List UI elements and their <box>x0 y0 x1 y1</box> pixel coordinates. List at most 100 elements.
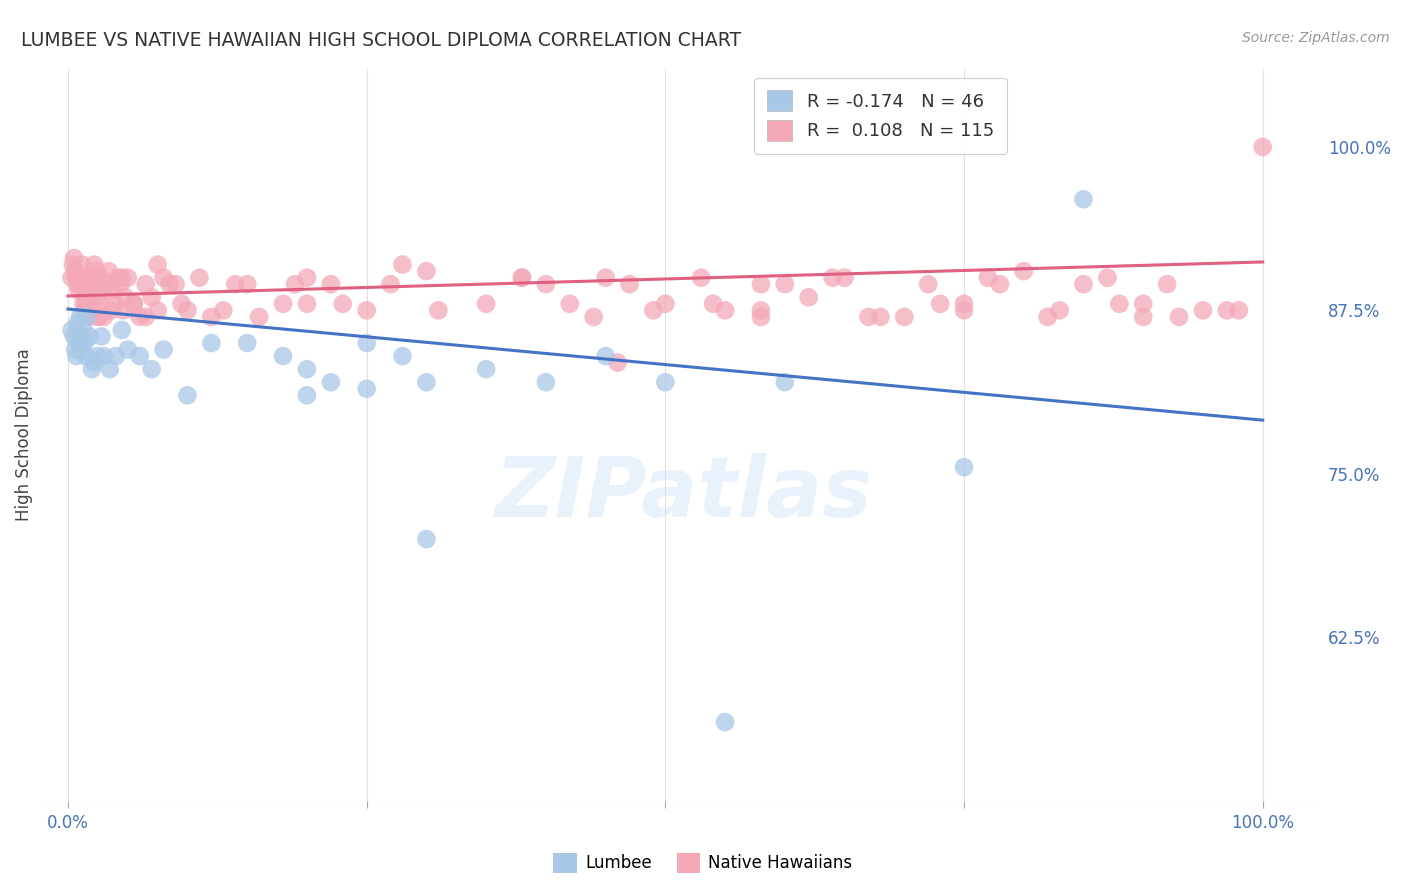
Point <box>284 277 307 292</box>
Point <box>1192 303 1215 318</box>
Point <box>90 329 112 343</box>
Point <box>595 349 617 363</box>
Point <box>332 297 354 311</box>
Point <box>69 310 91 324</box>
Point <box>821 270 844 285</box>
Point <box>977 270 1000 285</box>
Point <box>200 310 222 324</box>
Point <box>165 277 187 292</box>
Point <box>749 310 772 324</box>
Point <box>114 290 136 304</box>
Point <box>176 388 198 402</box>
Point <box>87 290 110 304</box>
Point <box>619 277 641 292</box>
Point <box>117 343 139 357</box>
Point <box>80 297 103 311</box>
Point <box>65 270 87 285</box>
Point <box>1216 303 1239 318</box>
Point <box>1156 277 1178 292</box>
Point <box>170 297 193 311</box>
Point <box>176 303 198 318</box>
Point <box>100 303 122 318</box>
Point <box>953 303 976 318</box>
Point <box>141 290 163 304</box>
Point <box>893 310 915 324</box>
Point <box>97 264 120 278</box>
Point <box>111 323 134 337</box>
Point <box>295 270 318 285</box>
Point <box>146 303 169 318</box>
Point <box>111 303 134 318</box>
Point <box>128 349 150 363</box>
Point <box>73 303 96 318</box>
Point <box>797 290 820 304</box>
Point <box>90 297 112 311</box>
Point <box>63 343 86 357</box>
Point <box>62 258 84 272</box>
Point <box>988 277 1011 292</box>
Point <box>1132 310 1154 324</box>
Point <box>510 270 533 285</box>
Text: ZIPatlas: ZIPatlas <box>495 452 872 533</box>
Point <box>93 310 115 324</box>
Point <box>356 382 378 396</box>
Point <box>104 349 127 363</box>
Point <box>70 277 93 292</box>
Legend: Lumbee, Native Hawaiians: Lumbee, Native Hawaiians <box>547 847 859 880</box>
Point <box>66 317 89 331</box>
Point <box>953 297 976 311</box>
Point <box>1097 270 1119 285</box>
Point <box>77 284 100 298</box>
Point <box>1049 303 1071 318</box>
Point <box>63 264 86 278</box>
Point <box>73 336 96 351</box>
Point <box>510 270 533 285</box>
Point <box>146 258 169 272</box>
Point <box>929 297 952 311</box>
Point <box>606 356 628 370</box>
Point <box>475 297 498 311</box>
Point <box>66 277 89 292</box>
Point <box>749 303 772 318</box>
Point <box>98 277 121 292</box>
Point <box>319 277 342 292</box>
Point <box>1108 297 1130 311</box>
Point <box>427 303 450 318</box>
Point <box>128 310 150 324</box>
Point <box>247 310 270 324</box>
Point <box>356 303 378 318</box>
Point <box>1012 264 1035 278</box>
Point <box>135 310 157 324</box>
Point <box>152 270 174 285</box>
Point <box>98 362 121 376</box>
Point <box>83 258 105 272</box>
Point <box>917 277 939 292</box>
Point <box>80 277 103 292</box>
Point <box>356 336 378 351</box>
Point <box>1036 310 1059 324</box>
Point <box>236 336 259 351</box>
Point <box>319 376 342 390</box>
Point <box>69 270 91 285</box>
Point <box>200 336 222 351</box>
Point <box>271 349 294 363</box>
Point <box>295 388 318 402</box>
Point <box>104 297 127 311</box>
Point <box>89 270 111 285</box>
Point <box>72 343 94 357</box>
Point <box>79 310 101 324</box>
Point <box>1227 303 1250 318</box>
Point <box>111 270 134 285</box>
Point <box>72 258 94 272</box>
Point <box>107 270 129 285</box>
Point <box>86 264 108 278</box>
Point <box>75 290 97 304</box>
Point <box>834 270 856 285</box>
Point <box>82 270 104 285</box>
Point <box>534 376 557 390</box>
Point <box>236 277 259 292</box>
Point <box>295 297 318 311</box>
Point <box>380 277 402 292</box>
Point <box>702 297 724 311</box>
Point <box>415 532 437 546</box>
